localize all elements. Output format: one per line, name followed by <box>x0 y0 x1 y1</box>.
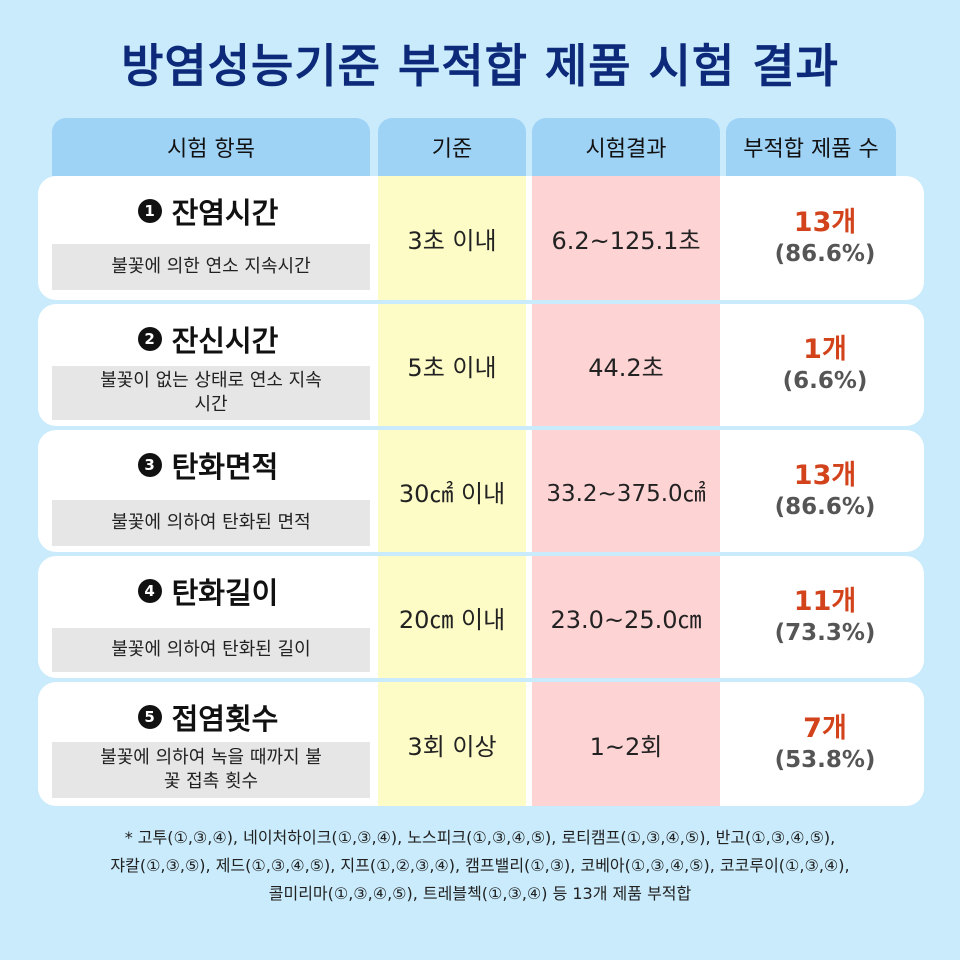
header-result: 시험결과 <box>532 118 720 176</box>
criterion-value: 3초 이내 <box>407 226 497 255</box>
header-criterion: 기준 <box>378 118 526 176</box>
page-title: 방염성능기준 부적합 제품 시험 결과 <box>121 39 839 93</box>
fail-percent: (73.3%) <box>774 620 876 646</box>
result-value: 33.2~375.0㎠ <box>546 481 706 507</box>
fail-percent: (6.6%) <box>782 368 868 394</box>
footnote-line: * 고투(①,③,④), 네이처하이크(①,③,④), 노스피크(①,③,④,⑤… <box>124 828 836 847</box>
header-test-item: 시험 항목 <box>52 118 370 176</box>
criterion-value: 5초 이내 <box>407 353 497 382</box>
header-fail-count: 부적합 제품 수 <box>726 118 896 176</box>
fail-percent: (53.8%) <box>774 747 876 773</box>
number-badge: 2 <box>137 327 162 351</box>
table-row: 4 탄화길이 불꽃에 의하여 탄화된 길이 20㎝ 이내 23.0~25.0㎝ … <box>38 556 924 678</box>
table-row: 1 잔염시간 불꽃에 의한 연소 지속시간 3초 이내 6.2~125.1초 1… <box>38 176 924 300</box>
fail-percent: (86.6%) <box>774 241 876 267</box>
table-row: 5 접염횟수 불꽃에 의하여 녹을 때까지 불꽃 접촉 횟수 3회 이상 1~2… <box>38 682 924 806</box>
item-title-text: 탄화길이 <box>171 576 279 610</box>
item-description: 불꽃에 의하여 녹을 때까지 불꽃 접촉 횟수 <box>52 742 370 798</box>
criterion-value: 3회 이상 <box>407 732 497 761</box>
table-row: 3 탄화면적 불꽃에 의하여 탄화된 면적 30㎠ 이내 33.2~375.0㎠… <box>38 430 924 552</box>
table-row: 2 잔신시간 불꽃이 없는 상태로 연소 지속시간 5초 이내 44.2초 1개… <box>38 304 924 426</box>
item-title-text: 탄화면적 <box>171 450 279 484</box>
fail-count: 13개 <box>793 460 857 491</box>
number-badge: 5 <box>137 705 162 729</box>
criterion-value: 20㎝ 이내 <box>398 605 506 634</box>
item-title: 3 탄화면적 <box>38 444 378 486</box>
result-value: 23.0~25.0㎝ <box>550 605 702 634</box>
item-title-text: 접염횟수 <box>171 702 279 736</box>
item-description: 불꽃에 의한 연소 지속시간 <box>52 244 370 290</box>
result-value: 6.2~125.1초 <box>551 226 701 255</box>
fail-percent: (86.6%) <box>774 494 876 520</box>
footnote-line: 쟈칼(①,③,⑤), 제드(①,③,④,⑤), 지프(①,②,③,④), 캠프밸… <box>110 856 850 875</box>
item-description: 불꽃에 의하여 탄화된 길이 <box>52 628 370 672</box>
fail-count: 1개 <box>803 334 847 365</box>
number-badge: 3 <box>137 453 162 477</box>
item-title-text: 잔염시간 <box>171 196 279 230</box>
result-value: 44.2초 <box>588 353 664 382</box>
number-badge: 1 <box>137 199 162 223</box>
item-title: 1 잔염시간 <box>38 190 378 232</box>
item-description: 불꽃이 없는 상태로 연소 지속시간 <box>52 366 370 420</box>
result-value: 1~2회 <box>589 732 663 761</box>
number-badge: 4 <box>137 579 162 603</box>
fail-count: 13개 <box>793 207 857 238</box>
fail-count: 7개 <box>803 713 847 744</box>
item-description: 불꽃에 의하여 탄화된 면적 <box>52 500 370 546</box>
footnote-line: 콜미리마(①,③,④,⑤), 트레블첵(①,③,④) 등 13개 제품 부적합 <box>268 884 692 903</box>
criterion-value: 30㎠ 이내 <box>398 479 506 508</box>
fail-count: 11개 <box>793 586 857 617</box>
item-title: 2 잔신시간 <box>38 318 378 360</box>
item-title: 5 접염횟수 <box>38 696 378 738</box>
item-title-text: 잔신시간 <box>171 324 279 358</box>
item-title: 4 탄화길이 <box>38 570 378 612</box>
